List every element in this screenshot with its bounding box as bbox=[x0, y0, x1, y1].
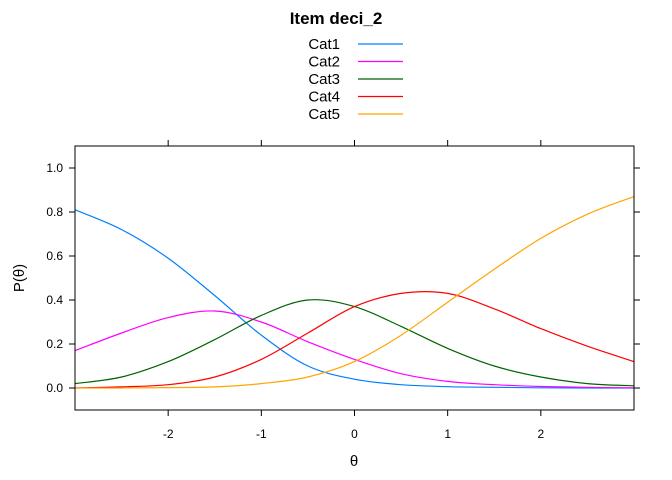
x-tick-label: 1 bbox=[444, 427, 451, 441]
x-tick-label: -2 bbox=[163, 427, 174, 441]
y-tick-label: 0.6 bbox=[46, 249, 63, 263]
axis-ticks: -2 -1 0 1 2 0.0 0.2 0.4 0.6 0.8 1.0 bbox=[46, 140, 640, 441]
legend-label-cat4: Cat4 bbox=[308, 89, 340, 106]
y-axis-label: P(θ) bbox=[11, 264, 28, 292]
chart-title: Item deci_2 bbox=[290, 9, 383, 28]
legend-label-cat2: Cat2 bbox=[308, 54, 340, 71]
series-line-cat2 bbox=[74, 310, 635, 389]
legend-label-cat5: Cat5 bbox=[308, 106, 340, 123]
x-tick-label: -1 bbox=[256, 427, 267, 441]
x-axis-label: θ bbox=[350, 453, 358, 470]
series-line-cat4 bbox=[74, 291, 635, 389]
y-tick-label: 1.0 bbox=[46, 161, 63, 175]
y-tick-label: 0.4 bbox=[46, 293, 63, 307]
plot-frame bbox=[74, 145, 635, 411]
legend-label-cat3: Cat3 bbox=[308, 71, 340, 88]
legend-label-cat1: Cat1 bbox=[308, 36, 340, 53]
x-tick-label: 2 bbox=[537, 427, 544, 441]
y-tick-label: 0.0 bbox=[46, 381, 63, 395]
series-line-cat3 bbox=[74, 299, 635, 387]
series-line-cat5 bbox=[74, 196, 635, 389]
series-line-cat1 bbox=[74, 209, 634, 389]
x-tick-label: 0 bbox=[351, 427, 358, 441]
y-tick-label: 0.2 bbox=[46, 337, 63, 351]
series-lines bbox=[74, 196, 635, 389]
y-tick-label: 0.8 bbox=[46, 205, 63, 219]
